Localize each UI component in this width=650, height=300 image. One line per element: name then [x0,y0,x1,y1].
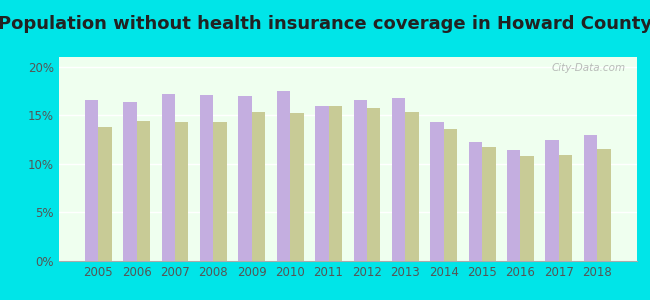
Bar [277,91,290,261]
Bar [521,156,534,261]
Text: City-Data.com: City-Data.com [551,63,625,73]
Text: Population without health insurance coverage in Howard County: Population without health insurance cove… [0,15,650,33]
Bar [239,96,252,261]
Bar [469,142,482,261]
Bar [406,112,419,261]
Bar [315,106,328,261]
Bar [367,107,380,261]
Bar [482,147,495,261]
Bar [124,102,136,261]
Bar [175,122,188,261]
Bar [328,106,342,261]
Bar [584,135,597,261]
Bar [213,122,227,261]
Bar [162,94,175,261]
Bar [392,98,406,261]
Bar [507,150,521,261]
Bar [545,140,559,261]
Bar [444,129,457,261]
Bar [559,155,572,261]
Bar [136,121,150,261]
Bar [200,95,213,261]
Bar [290,113,304,261]
Bar [252,112,265,261]
Bar [354,100,367,261]
Bar [98,127,112,261]
Bar [597,149,611,261]
Bar [84,100,98,261]
Bar [430,122,444,261]
